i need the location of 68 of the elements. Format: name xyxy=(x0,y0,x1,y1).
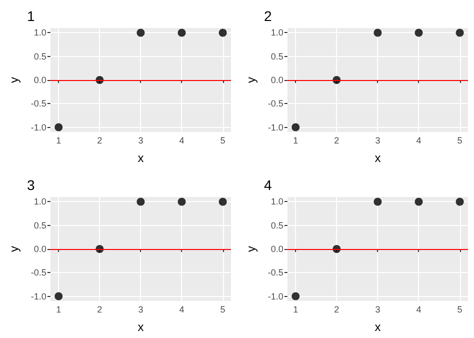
x-axis-title: x xyxy=(138,320,144,334)
x-tick-label: 1 xyxy=(56,304,62,314)
y-tick-label: 0.0 xyxy=(34,75,46,85)
point xyxy=(374,198,382,206)
x-axis-title: x xyxy=(374,151,381,165)
x-tick-label: 4 xyxy=(416,304,422,314)
y-tick-label: 1.0 xyxy=(34,28,46,38)
x-tick-label: 5 xyxy=(220,136,226,146)
x-tick-label: 3 xyxy=(375,136,380,146)
x-tick-label: 4 xyxy=(179,304,184,314)
point xyxy=(178,28,186,37)
point xyxy=(178,198,186,206)
y-tick-label: 0.5 xyxy=(270,220,284,230)
chart-title: 2 xyxy=(264,8,272,24)
x-tick-label: 5 xyxy=(457,136,462,146)
point xyxy=(292,292,300,300)
point xyxy=(136,28,145,37)
y-tick-label: -0.5 xyxy=(268,98,284,109)
x-tick-label: 2 xyxy=(334,304,340,314)
point xyxy=(374,28,382,37)
point xyxy=(136,198,145,206)
y-axis-title: y xyxy=(7,246,21,252)
point xyxy=(218,198,227,206)
y-tick-label: 0.0 xyxy=(270,244,284,254)
x-tick-label: 3 xyxy=(375,304,380,314)
chart-title: 1 xyxy=(27,8,35,24)
y-tick-label: -1.0 xyxy=(30,122,46,132)
x-tick-label: 2 xyxy=(97,304,102,314)
y-tick-label: -1.0 xyxy=(30,291,46,302)
point xyxy=(414,28,423,37)
x-tick-label: 3 xyxy=(138,136,144,146)
y-tick-label: -1.0 xyxy=(268,122,284,132)
chart-title: 3 xyxy=(27,177,35,193)
y-tick-label: -1.0 xyxy=(268,291,284,302)
point xyxy=(414,198,423,206)
y-tick-label: 0.5 xyxy=(34,220,46,230)
point xyxy=(54,292,63,300)
y-tick-label: 1.0 xyxy=(34,196,46,207)
x-tick-label: 1 xyxy=(293,136,298,146)
point xyxy=(456,198,464,206)
x-axis-title: x xyxy=(374,320,381,334)
x-tick-label: 1 xyxy=(293,304,298,314)
x-tick-label: 5 xyxy=(457,304,462,314)
y-axis-title: y xyxy=(244,246,258,252)
y-axis-title: y xyxy=(7,77,21,83)
point xyxy=(292,123,300,132)
chart-title: 4 xyxy=(264,177,272,193)
point xyxy=(456,28,464,37)
x-tick-label: 5 xyxy=(220,304,226,314)
y-tick-label: -0.5 xyxy=(30,98,46,109)
x-axis-title: x xyxy=(138,151,144,165)
y-tick-label: 0.5 xyxy=(270,51,284,62)
x-tick-label: 4 xyxy=(179,136,184,146)
x-tick-label: 2 xyxy=(334,136,340,146)
y-tick-label: -0.5 xyxy=(30,268,46,278)
y-tick-label: 1.0 xyxy=(270,196,284,207)
x-tick-label: 4 xyxy=(416,136,422,146)
point xyxy=(218,28,227,37)
y-tick-label: -0.5 xyxy=(268,268,284,278)
y-tick-label: 0.0 xyxy=(270,75,284,85)
point xyxy=(54,123,63,132)
x-tick-label: 1 xyxy=(56,136,62,146)
y-tick-label: 0.0 xyxy=(34,244,46,254)
y-axis-title: y xyxy=(244,77,258,83)
x-tick-label: 3 xyxy=(138,304,144,314)
x-tick-label: 2 xyxy=(97,136,102,146)
y-tick-label: 0.5 xyxy=(34,51,46,62)
y-tick-label: 1.0 xyxy=(270,28,284,38)
